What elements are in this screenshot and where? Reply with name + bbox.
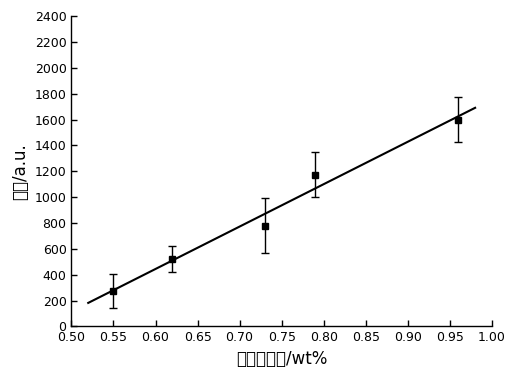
X-axis label: 碳元素浓度/wt%: 碳元素浓度/wt% [236,350,327,368]
Y-axis label: 强度/a.u.: 强度/a.u. [11,143,29,200]
